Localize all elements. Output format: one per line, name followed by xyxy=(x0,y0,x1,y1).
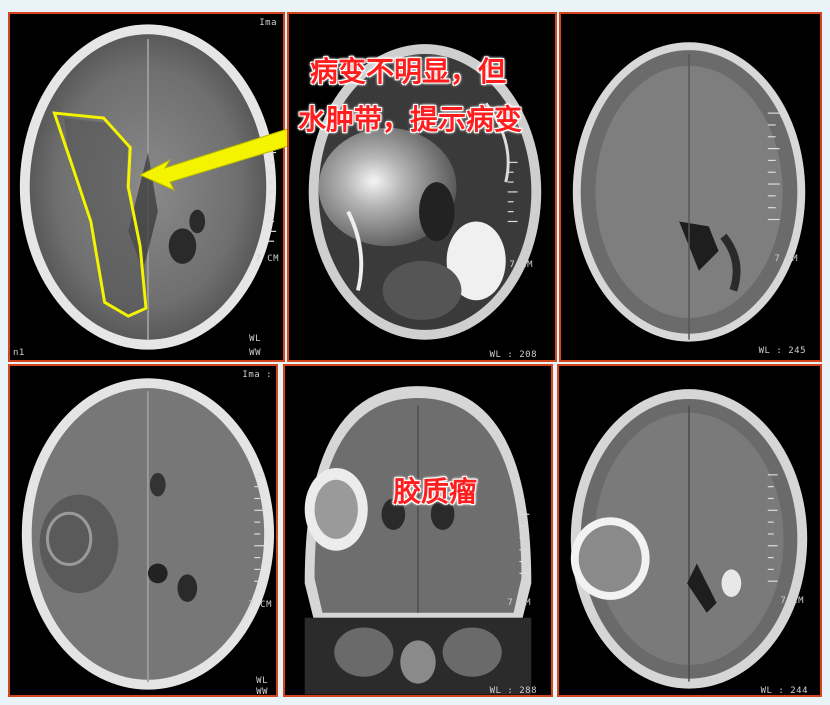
ima-label: Ima xyxy=(259,18,277,28)
lesion-outline xyxy=(52,111,148,318)
wl-label: WL xyxy=(249,334,261,344)
t1-mri-image xyxy=(572,42,806,342)
coronal-mri-image xyxy=(304,386,532,695)
wl-label: WL : 244 xyxy=(760,686,808,696)
ct-brain-image xyxy=(21,378,275,690)
wl-label: WL xyxy=(256,676,268,686)
scale-label: 7 CM xyxy=(780,596,804,606)
scan-panel-ct-bottom: Ima : 7 CM WL WW xyxy=(8,364,278,697)
wl-label: WL : 288 xyxy=(489,686,537,696)
callout-top-line2: 水肿带，提示病变 xyxy=(298,103,523,136)
scan-panel-coronal: 7 CM WL : 288 xyxy=(283,364,553,697)
scan-panel-t1-top: 7 CM WL : 245 xyxy=(559,12,822,362)
ima-label: Ima : xyxy=(242,370,272,380)
wl-label: WL : 208 xyxy=(489,350,537,360)
pointer-arrow-icon xyxy=(140,124,309,192)
scale-label: 7 CM xyxy=(507,598,531,608)
scale-label: 7 CM xyxy=(248,600,272,610)
ww-label: WW xyxy=(256,687,268,697)
scan-panel-ct-top: Ima 7 CM WL WW n1 xyxy=(8,12,285,362)
ct-brain-image xyxy=(19,24,277,350)
scale-label: 7 CM xyxy=(509,260,533,270)
scale-label: 7 CM xyxy=(255,254,279,264)
scan-panel-t2-top: 7 CM WL : 208 xyxy=(287,12,557,362)
wl-label: WL : 245 xyxy=(758,346,806,356)
callout-top-line1: 病变不明显，但 xyxy=(310,55,507,88)
t2-mri-image xyxy=(308,44,542,340)
ww-label: WW xyxy=(249,348,261,358)
scale-label: 7 CM xyxy=(774,254,798,264)
callout-glioma: 胶质瘤 xyxy=(393,475,478,508)
side-label: n1 xyxy=(13,348,25,358)
scan-panel-t1-enhanced: 7 CM WL : 244 xyxy=(557,364,822,697)
t1-enhanced-mri-image xyxy=(570,389,808,689)
